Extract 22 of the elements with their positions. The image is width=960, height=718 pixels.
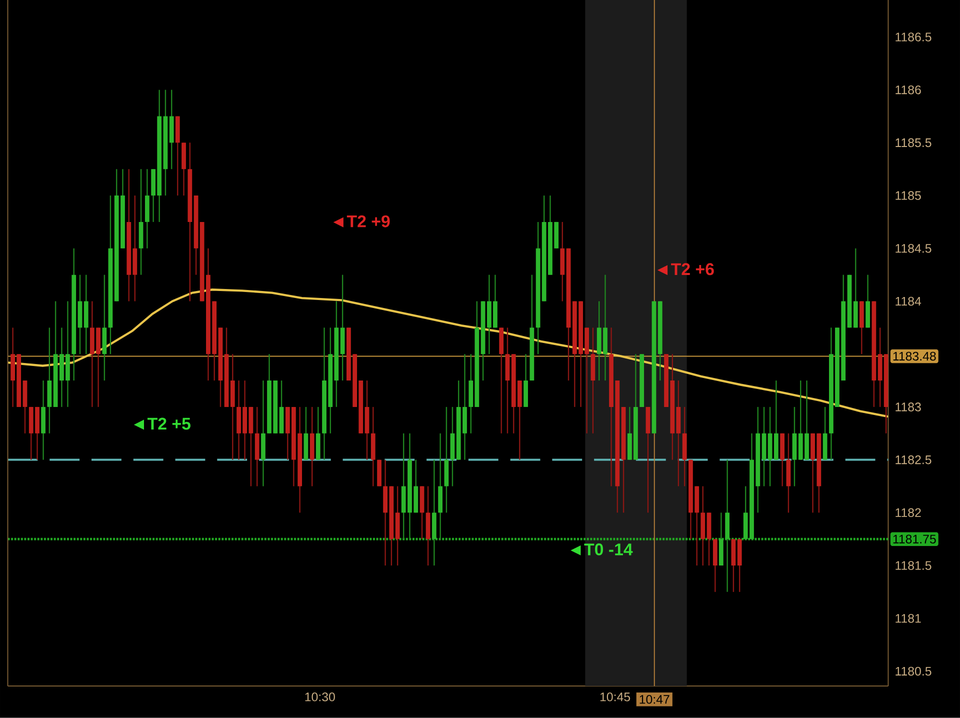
annotation: ◄T2 +5 bbox=[134, 418, 190, 430]
x-tick-label: 10:45 bbox=[600, 692, 630, 702]
ref-line-label: 1183.48 bbox=[893, 352, 936, 361]
y-tick-label: 1185 bbox=[896, 191, 921, 200]
y-tick-label: 1186 bbox=[896, 85, 921, 94]
ref-line-label: 1181.75 bbox=[893, 534, 936, 544]
y-tick-label: 1185.5 bbox=[896, 138, 932, 148]
y-tick-label: 1184.5 bbox=[896, 244, 932, 253]
y-tick-label: 1181.5 bbox=[896, 561, 932, 570]
x-tick-label: 10:47 bbox=[640, 695, 670, 704]
y-tick-label: 1182 bbox=[896, 508, 921, 518]
y-tick-label: 1184 bbox=[896, 296, 922, 306]
annotation: ◄T2 +6 bbox=[657, 263, 714, 276]
x-tick-label: 10:30 bbox=[305, 692, 335, 702]
y-tick-label: 1186.5 bbox=[896, 32, 932, 42]
y-tick-label: 1182.5 bbox=[896, 455, 932, 464]
line-series bbox=[8, 288, 888, 418]
annotation: ◄T2 +9 bbox=[333, 215, 390, 228]
annotation: ◄T0 -14 bbox=[570, 543, 633, 556]
y-tick-label: 1183 bbox=[896, 402, 921, 412]
y-tick-label: 1180.5 bbox=[896, 666, 932, 676]
y-tick-label: 1181 bbox=[896, 614, 921, 623]
